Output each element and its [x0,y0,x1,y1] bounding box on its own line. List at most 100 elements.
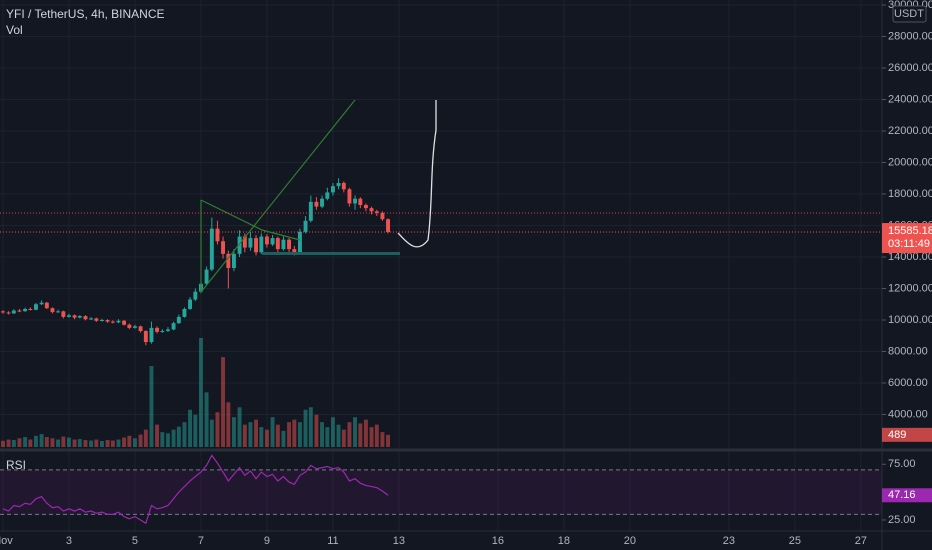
rsi-value-box [882,488,932,503]
x-tick-label: 16 [492,535,504,547]
volume-bar [193,414,198,447]
volume-bar [380,432,385,447]
volume-bar [165,433,170,447]
candle-body [292,249,297,253]
volume-bar [83,440,88,447]
candle-body [297,231,302,253]
plot-area [0,178,882,525]
volume-bar [1,440,5,447]
volume-bar [44,437,49,447]
volume-bar [11,440,16,447]
candle-body [160,331,165,333]
volume-value-box [882,427,932,442]
x-tick-label: 20 [624,535,636,547]
volume-bar [132,438,137,447]
candle-body [182,308,187,317]
volume-bar [386,434,391,447]
candle-body [254,238,259,253]
volume-bar [39,434,44,447]
volume-bar [66,437,71,447]
volume-bar [336,424,341,447]
volume-bar [374,424,379,447]
y-tick-label: 6000.00 [888,377,928,389]
candle-body [259,236,264,253]
candle-body [215,228,220,242]
currency-box [892,5,927,23]
candle-body [176,316,181,324]
candle-body [237,236,242,254]
candle-body [149,327,154,343]
last-price-label: 15585.18 [888,225,932,237]
candle-body [171,323,176,330]
candle-body [6,312,11,314]
rsi-line [2,454,389,525]
brush-drawing [397,100,437,248]
candle-body [209,228,214,270]
volume-bar [242,424,247,447]
candle-body [77,316,82,318]
candle-body [386,219,391,233]
volume-bar [99,441,104,447]
x-tick-label: 18 [558,535,570,547]
volume-bar [127,435,132,447]
y-tick-label: 22000.00 [888,125,932,137]
candle-body [221,241,226,254]
x-tick-label: 11 [327,535,338,547]
volume-bar [325,427,330,447]
rsi-legend: RSI [6,458,26,472]
volume-bar [89,440,94,447]
volume-bar [358,423,363,447]
candle-body [143,331,148,343]
y-tick-label: 30000.00 [888,0,932,11]
candle-body [44,302,49,309]
volume-bar [23,437,28,447]
candle-body [287,239,292,250]
y-tick-label: 20000.00 [888,156,932,168]
y-tick-label: 8000.00 [888,345,928,357]
candle-body [50,308,55,313]
rsi-tick-label: 75.00 [888,458,916,470]
countdown-label: 03:11:49 [888,238,930,250]
volume-bar [204,392,209,447]
candle-body [34,304,38,310]
candle-body [138,326,143,332]
volume-bar [275,424,280,447]
candle-body [358,198,363,206]
triangle-line [200,99,356,294]
volume-bar [237,407,242,447]
volume-bar [122,437,127,447]
volume-bar [143,429,148,447]
volume-bar [264,429,269,447]
symbol-title: YFI / TetherUS, 4h, BINANCE [6,7,165,21]
currency-label: USDT [894,8,924,20]
volume-bar [56,439,61,447]
candle-body [281,239,286,250]
candle-body [83,316,88,320]
candle-body [270,238,275,245]
volume-bar [160,432,165,447]
volume-bar [353,417,358,447]
volume-bar [198,337,203,447]
candle-body [110,321,115,323]
candle-body [155,327,160,332]
volume-bar [50,438,55,447]
candle-body [28,308,33,310]
volume-legend: Vol [6,23,23,37]
candle-body [127,324,132,328]
volume-bar [176,426,181,447]
candle-body [105,320,110,322]
x-tick-label: 25 [789,535,801,547]
volume-bar [155,424,160,447]
candle-body [193,291,198,300]
volume-bar [292,419,297,447]
candle-body [380,212,385,220]
volume-bar [320,422,325,447]
candle-body [11,310,16,314]
volume-bar [303,409,308,447]
y-tick-label: 14000.00 [888,251,932,263]
x-tick-label: 5 [132,535,138,547]
volume-bar [254,419,259,447]
candle-body [325,192,330,199]
x-tick-label: 7 [198,535,204,547]
